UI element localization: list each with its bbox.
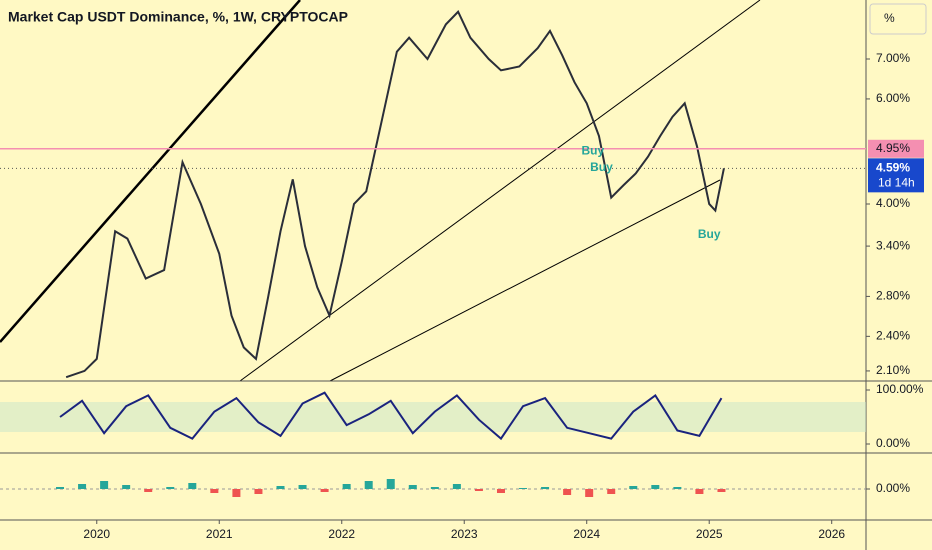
y-tick-label: 2.80%	[876, 289, 910, 303]
trend-line	[239, 0, 761, 382]
x-tick-label: 2020	[83, 527, 110, 541]
y-tick-label: 100.00%	[876, 382, 924, 396]
x-tick-label: 2021	[206, 527, 233, 541]
histogram-bar	[254, 489, 263, 494]
line-series	[65, 10, 725, 379]
y-tick-label: 0.00%	[876, 436, 910, 450]
histogram-bar	[298, 485, 307, 489]
y-tick-label: 6.00%	[876, 91, 910, 105]
histogram-bar	[717, 489, 726, 492]
histogram-bar	[563, 489, 572, 495]
histogram-bar	[56, 487, 65, 489]
last-price-label: 4.59%	[876, 161, 910, 175]
histogram-bar	[320, 489, 329, 492]
histogram-bar	[386, 479, 395, 489]
unit-button[interactable]	[869, 3, 927, 35]
histogram-bar	[496, 489, 505, 493]
histogram-bar	[144, 489, 153, 492]
buy-signal: Buy	[590, 160, 613, 174]
x-tick-label: 2024	[573, 527, 600, 541]
trend-line	[0, 0, 301, 343]
y-tick-label: 3.40%	[876, 238, 910, 252]
buy-signal: Buy	[582, 144, 605, 158]
histogram-bar	[232, 489, 241, 497]
unit-button-label[interactable]: %	[884, 11, 895, 25]
histogram-bar	[673, 487, 682, 489]
histogram-bar	[210, 489, 219, 493]
y-tick-label: 2.40%	[876, 329, 910, 343]
histogram-bar	[364, 481, 373, 489]
histogram-bar	[629, 486, 638, 489]
histogram-bar	[474, 489, 483, 491]
chart-title: Market Cap USDT Dominance, %, 1W, CRYPTO…	[8, 9, 348, 25]
buy-signal: Buy	[698, 227, 721, 241]
histogram-bar	[651, 485, 660, 489]
histogram-bar	[585, 489, 594, 497]
level-badge	[868, 139, 924, 158]
y-tick-label: 7.00%	[876, 51, 910, 65]
histogram-bar	[607, 489, 616, 494]
x-tick-label: 2022	[328, 527, 355, 541]
last-price-badge	[868, 158, 924, 193]
histogram-bar	[166, 487, 175, 489]
histogram-bar	[78, 484, 87, 489]
histogram-bar	[342, 484, 351, 489]
x-tick-label: 2026	[818, 527, 845, 541]
histogram-bar	[276, 486, 285, 489]
trend-line	[329, 179, 721, 382]
histogram-bar	[408, 485, 417, 489]
y-tick-label: 0.00%	[876, 481, 910, 495]
histogram-bar	[541, 487, 550, 489]
level-label: 4.95%	[876, 141, 910, 155]
line-series	[59, 391, 723, 441]
histogram-bar	[452, 484, 461, 489]
rsi-band	[0, 402, 866, 432]
histogram-bar	[519, 488, 528, 489]
y-tick-label: 2.10%	[876, 363, 910, 377]
countdown-label: 1d 14h	[878, 176, 915, 190]
histogram-bar	[122, 485, 131, 489]
histogram-bar	[100, 481, 109, 489]
y-tick-label: 4.00%	[876, 196, 910, 210]
histogram-bar	[188, 483, 197, 489]
x-tick-label: 2025	[696, 527, 723, 541]
histogram-bar	[430, 487, 439, 489]
histogram-bar	[695, 489, 704, 494]
x-tick-label: 2023	[451, 527, 478, 541]
